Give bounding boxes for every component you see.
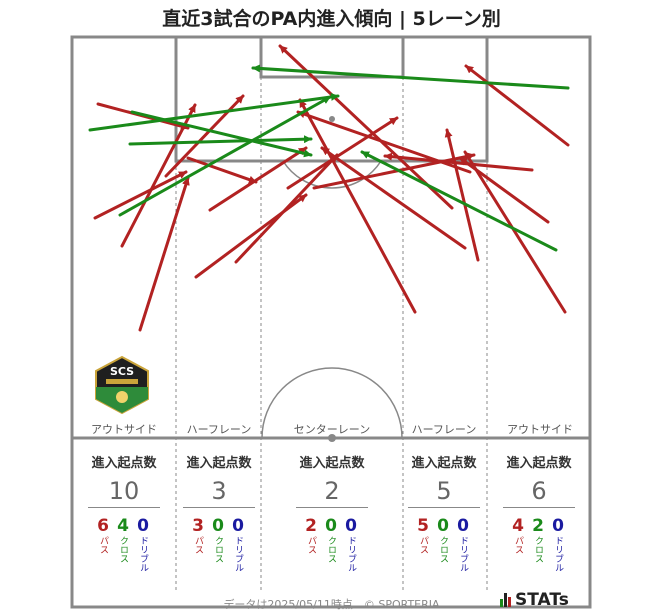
entry-count-title: 進入起点数 (91, 456, 157, 471)
pass-arrow (93, 170, 188, 220)
dribble-label: ドリブル (138, 536, 148, 572)
pass-arrow (286, 116, 399, 190)
dribble-count: 0 (457, 516, 469, 536)
lane-stat-halfspace-left: 進入起点数 3 3 パス 0 クロス 0 ドリブル (173, 452, 265, 572)
lane-label-halfspace-left: ハーフレーン (186, 423, 252, 436)
entry-count: 3 (211, 477, 227, 505)
cross-label: クロス (118, 536, 128, 563)
lane-label-outside-left: アウトサイド (91, 423, 157, 436)
centre-spot (328, 434, 336, 442)
entry-count: 10 (108, 477, 140, 505)
dribble-label: ドリブル (458, 536, 468, 572)
pass-arrow (208, 146, 308, 212)
pass-label: パス (306, 536, 316, 554)
pass-arrow (444, 128, 480, 262)
entry-count-title: 進入起点数 (411, 456, 477, 471)
pass-label: パス (418, 536, 428, 554)
pass-count: 4 (512, 516, 524, 536)
cross-count: 4 (117, 516, 129, 536)
lane-label-center: センターレーン (293, 423, 371, 436)
brand-text: STATs (515, 590, 569, 610)
lane-label-halfspace-right: ハーフレーン (411, 423, 477, 436)
cross-arrow (118, 95, 332, 217)
entry-count-title: 進入起点数 (299, 456, 365, 471)
dribble-count: 0 (345, 516, 357, 536)
dribble-label: ドリブル (233, 536, 243, 572)
pass-arrow (138, 176, 190, 332)
entry-count: 6 (531, 477, 547, 505)
logo-text: SCS (110, 365, 134, 378)
cross-label: クロス (533, 536, 543, 563)
cross-count: 0 (325, 516, 337, 536)
goal-area (259, 35, 405, 79)
pass-arrow (298, 98, 417, 314)
scs-crest-icon: SCS (95, 355, 149, 415)
pass-arrow (234, 153, 339, 264)
entry-count: 5 (436, 477, 452, 505)
pass-arrow (186, 156, 258, 184)
cross-label: クロス (213, 536, 223, 563)
pass-count: 2 (305, 516, 317, 536)
pass-arrow (463, 150, 567, 314)
brand-logo: STATs (500, 590, 569, 610)
cross-label: クロス (326, 536, 336, 563)
lane-stat-center: 進入起点数 2 2 パス 0 クロス 0 ドリブル (286, 452, 378, 572)
lane-stat-halfspace-right: 進入起点数 5 5 パス 0 クロス 0 ドリブル (398, 452, 490, 572)
pass-count: 5 (417, 516, 429, 536)
cross-arrow (128, 135, 313, 146)
pass-arrow (464, 64, 570, 147)
cross-arrow (360, 150, 558, 252)
dribble-count: 0 (232, 516, 244, 536)
dribble-label: ドリブル (553, 536, 563, 572)
entry-count-title: 進入起点数 (506, 456, 572, 471)
cross-count: 0 (212, 516, 224, 536)
cross-arrow (251, 64, 570, 90)
dribble-label: ドリブル (346, 536, 356, 572)
pass-arrow (320, 146, 467, 250)
cross-label: クロス (438, 536, 448, 563)
centre-circle (261, 367, 403, 439)
dribble-count: 0 (552, 516, 564, 536)
penalty-spot (329, 116, 335, 122)
cross-count: 2 (532, 516, 544, 536)
penalty-arc (282, 160, 382, 189)
entry-count-title: 進入起点数 (186, 456, 252, 471)
chart-title: 直近3試合のPA内進入傾向 | 5レーン別 (162, 8, 501, 30)
pass-arrow (312, 152, 476, 190)
cross-arrow (88, 92, 340, 132)
entry-count: 2 (324, 477, 340, 505)
lane-label-outside-right: アウトサイド (507, 423, 573, 436)
lane-stat-outside-left: 進入起点数 10 6 パス 4 クロス 0 ドリブル (78, 452, 170, 572)
pass-label: パス (98, 536, 108, 554)
pass-count: 3 (192, 516, 204, 536)
lane-stat-outside-right: 進入起点数 6 4 パス 2 クロス 0 ドリブル (493, 452, 585, 572)
pass-count: 6 (97, 516, 109, 536)
pass-label: パス (193, 536, 203, 554)
pass-arrow (383, 152, 534, 172)
cross-count: 0 (437, 516, 449, 536)
stats-mark-icon (500, 593, 511, 607)
cross-arrow (130, 110, 313, 158)
pass-label: パス (513, 536, 523, 554)
dribble-count: 0 (137, 516, 149, 536)
entry-arrows (88, 44, 570, 332)
footer-note: データは2025/05/11時点 © SPORTERIA (223, 598, 440, 611)
